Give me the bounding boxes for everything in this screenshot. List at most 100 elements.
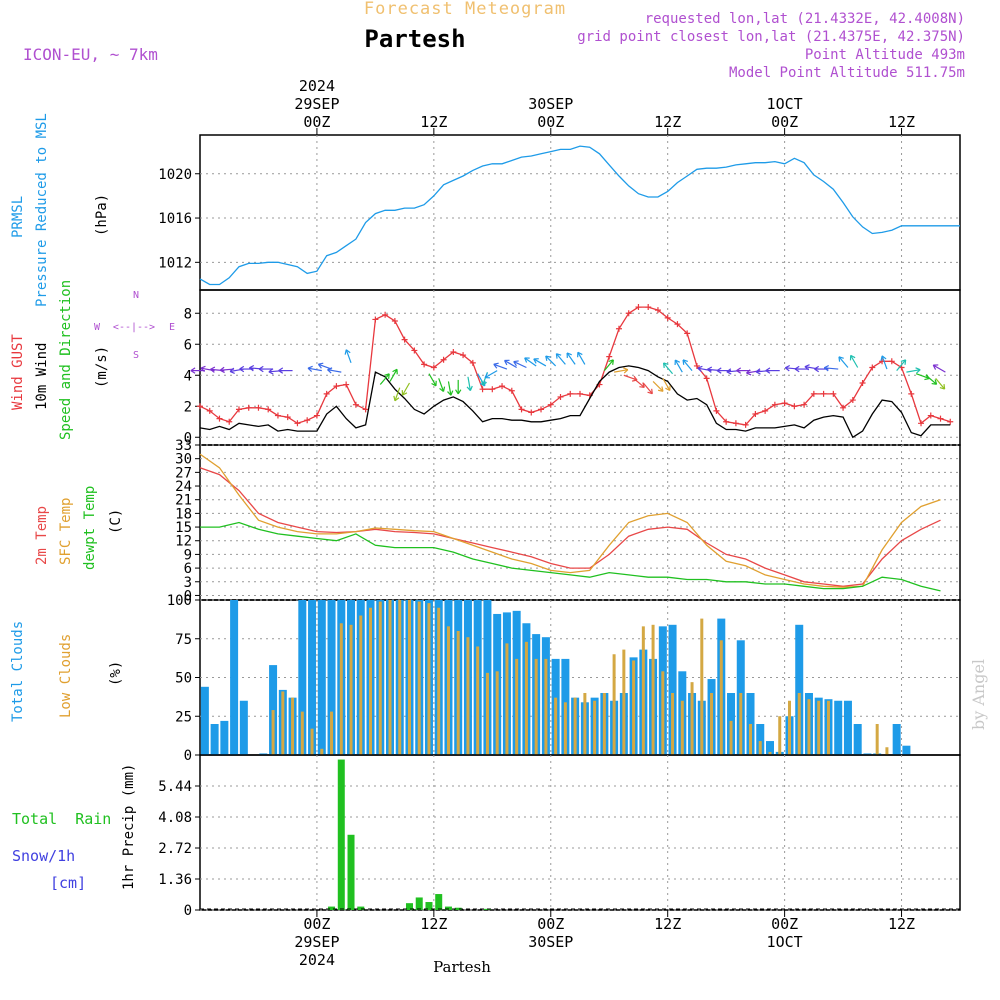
series-wind-gust <box>199 306 951 426</box>
wind-arrow-head <box>755 368 761 375</box>
y-tick-label: 4.08 <box>158 810 192 826</box>
low-cloud-bar <box>739 693 743 755</box>
total-cloud-bar <box>863 753 872 755</box>
wind-arrow-head <box>493 362 499 369</box>
wind-arrow <box>524 357 537 367</box>
wind-arrow <box>662 362 674 375</box>
bottom-date-label: 30SEP <box>528 933 573 951</box>
low-cloud-bar <box>622 649 626 755</box>
wind-arrow <box>838 356 849 368</box>
low-cloud-bar <box>437 607 441 755</box>
wind-arrow-head <box>317 362 324 369</box>
y-tick-label: 1016 <box>158 211 192 227</box>
wind-arrow <box>545 355 557 367</box>
pressure-label-2: Pressure Reduced to MSL <box>34 113 50 307</box>
low-cloud-bar <box>446 626 450 755</box>
gust-marker <box>937 415 944 422</box>
low-cloud-bar <box>515 658 519 755</box>
low-cloud-bar <box>826 700 830 755</box>
point-altitude: Point Altitude 493m <box>805 47 965 63</box>
y-tick-label: 4 <box>184 368 192 384</box>
wind-arrow-head <box>838 356 844 362</box>
gust-marker <box>450 349 457 355</box>
total-cloud-bar <box>308 600 317 755</box>
low-cloud-bar <box>320 748 324 755</box>
gust-marker <box>771 401 778 408</box>
wind-arrow <box>662 378 671 392</box>
wind-arrow <box>504 359 517 369</box>
gust-marker <box>323 390 330 397</box>
gust-marker <box>333 383 340 390</box>
wind-arrow-head <box>480 380 487 386</box>
wind-arrow-head <box>344 349 351 355</box>
gust-marker <box>538 406 545 413</box>
wind-arrow-head <box>647 388 653 395</box>
panel-4: 0 1.36 2.72 4.08 5.44 <box>158 754 961 919</box>
gust-marker <box>615 325 622 332</box>
wind-arrow-shaft <box>652 381 664 392</box>
gust-marker <box>391 318 398 324</box>
wind-arrow-head <box>239 365 245 373</box>
snow-label: Snow/1h <box>12 847 75 865</box>
wind-arrow-head <box>726 368 732 375</box>
gust-marker <box>479 386 486 393</box>
top-tick-label: 00Z <box>771 113 798 131</box>
gust-marker <box>645 304 652 311</box>
wind-arrow-shaft <box>642 382 653 395</box>
low-cloud-bar <box>407 600 411 755</box>
wind-arrow-shaft <box>566 352 576 365</box>
gust-marker <box>226 418 233 425</box>
low-cloud-bar <box>300 711 304 755</box>
gust-marker <box>401 336 408 343</box>
wind-arrow-shaft <box>345 349 352 364</box>
gust-marker <box>703 375 710 382</box>
wind-arrow <box>307 365 322 372</box>
low-cloud-bar <box>671 693 675 755</box>
y-tick-label: 18 <box>175 506 192 522</box>
wind-arrow-head <box>431 380 437 387</box>
compass-west: W <box>94 322 101 333</box>
gust-marker <box>918 420 925 427</box>
gust-marker <box>235 406 242 413</box>
wind-arrow-shaft <box>428 373 437 387</box>
wind-arrow-shaft <box>906 369 921 373</box>
pressure-unit: (hPa) <box>94 194 110 236</box>
bottom-tick-label: 12Z <box>888 915 915 933</box>
y-tick-label: 30 <box>175 452 192 468</box>
gust-marker <box>888 358 895 365</box>
wind-arrow <box>674 359 683 373</box>
wind-arrow-shaft <box>633 377 645 388</box>
bottom-date-label: 1OCT <box>767 933 803 951</box>
low-cloud-bar <box>456 631 460 755</box>
temp-unit: (C) <box>108 509 124 534</box>
top-tick-label: 12Z <box>888 113 915 131</box>
y-tick-label: 75 <box>175 632 192 648</box>
wind-arrow <box>906 367 921 374</box>
total-cloud-bar <box>317 600 326 755</box>
wind-arrow <box>932 364 946 373</box>
total-cloud-bar <box>853 724 862 755</box>
wind-arrow-shaft <box>447 381 452 396</box>
low-cloud-bar <box>817 700 821 755</box>
gust-marker <box>947 418 954 425</box>
wind-arrow <box>484 370 498 379</box>
low-cloud-bar <box>563 702 567 755</box>
total-cloud-bar <box>200 686 209 755</box>
rain-bar <box>425 902 433 910</box>
gust-marker <box>820 390 827 397</box>
wind-dir-label: Speed and Direction <box>58 280 74 440</box>
wind-labels: Wind GUST 10m Wind Speed and Direction (… <box>10 280 175 440</box>
low-cloud-bar <box>281 691 285 755</box>
wind-arrow-head <box>466 385 473 391</box>
compass-north: N <box>133 290 139 301</box>
wind-arrow-head <box>931 379 938 385</box>
wind-arrow <box>317 362 332 370</box>
rain-bar <box>444 906 452 910</box>
wind-arrow-shaft <box>389 369 398 382</box>
gust-marker <box>693 362 700 369</box>
total-cloud-bar <box>766 741 774 755</box>
low-cloud-bar <box>758 741 762 755</box>
low-cloud-bar <box>651 624 655 755</box>
